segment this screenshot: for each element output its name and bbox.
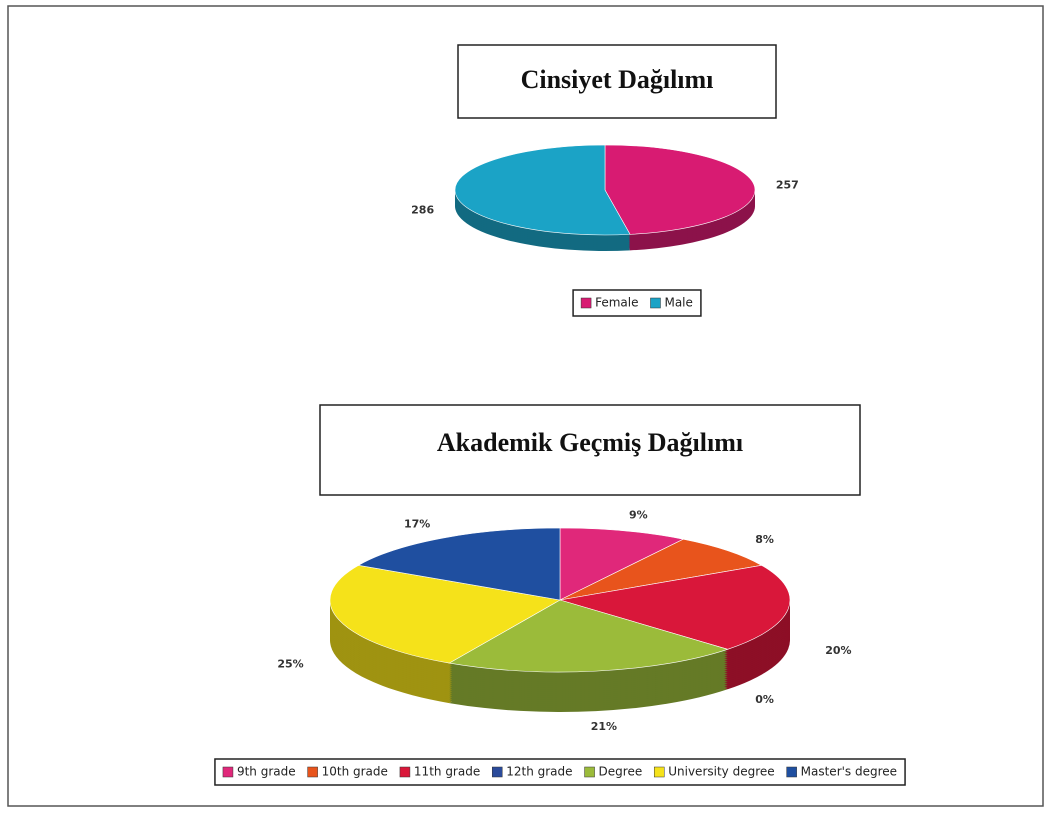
value-label: 286 (411, 204, 434, 217)
chart-title: Akademik Geçmiş Dağılımı (437, 428, 743, 457)
title-box (457, 44, 777, 119)
legend-swatch (650, 297, 661, 309)
legend-label: 9th grade (237, 765, 296, 779)
value-label: 9% (629, 509, 648, 522)
chart-title: Cinsiyet Dağılımı (521, 65, 714, 94)
slice (559, 565, 791, 650)
legend-label: 12th grade (506, 765, 572, 779)
slice (604, 144, 756, 235)
legend-swatch (653, 766, 665, 778)
slice (329, 565, 561, 664)
value-label: 17% (404, 517, 430, 530)
value-label: 25% (277, 658, 303, 671)
legend-swatch (580, 297, 592, 309)
value-label: 8% (755, 533, 774, 546)
legend-box (572, 289, 702, 317)
value-label: 0% (755, 693, 774, 706)
value-label: 20% (825, 644, 851, 657)
legend-label: Female (595, 296, 638, 310)
slice (448, 599, 729, 673)
title-box (319, 404, 861, 496)
legend-label: Male (664, 296, 692, 310)
legend-label: Master's degree (801, 765, 897, 779)
slice (559, 538, 763, 601)
legend-swatch (399, 766, 411, 778)
legend-swatch (307, 766, 318, 778)
value-label: 257 (776, 178, 799, 191)
slice (454, 144, 631, 236)
value-label: 21% (591, 720, 617, 733)
legend-box (214, 758, 906, 786)
legend-swatch (584, 766, 595, 778)
legend-swatch (786, 766, 797, 778)
slice (357, 527, 561, 601)
legend-label: Degree (599, 765, 643, 779)
legend-label: 10th grade (322, 765, 388, 779)
legend-label: 11th grade (414, 765, 480, 779)
legend-swatch (222, 766, 234, 778)
slice (559, 527, 685, 601)
legend-swatch (491, 766, 503, 778)
legend-label: University degree (668, 765, 774, 779)
